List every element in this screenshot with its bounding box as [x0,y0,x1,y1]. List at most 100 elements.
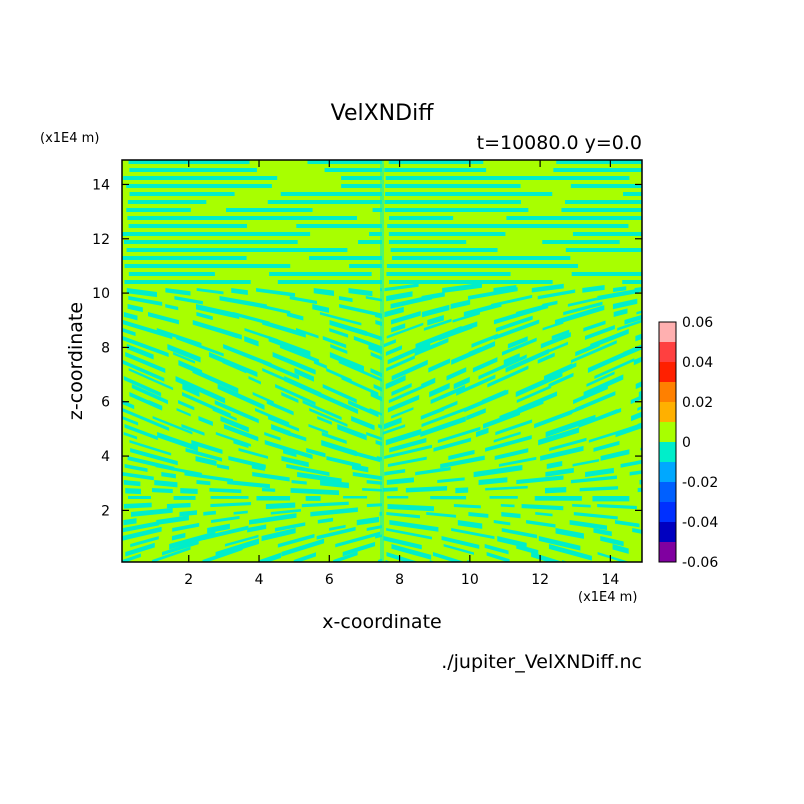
y-axis: 2 4 6 8 10 12 14 [92,177,642,519]
contour-band [313,288,335,296]
contour-band [122,416,139,426]
contour-band [203,510,216,516]
contour-band [516,475,564,485]
contour-band [126,344,154,360]
contour-band [556,160,642,164]
contour-band [382,487,398,492]
contour-band [274,522,306,532]
contour-band [172,522,200,532]
contour-band [294,368,314,382]
contour-band [128,296,163,306]
contour-band [385,176,630,180]
contour-band [247,524,267,533]
contour-band [180,488,198,495]
contour-band [579,486,619,492]
contour-band [463,302,502,317]
contour-band [383,536,422,550]
contour-band [516,544,539,555]
contour-band [386,477,414,485]
contour-band [318,392,359,415]
contour-band [162,540,199,556]
contour-band [223,344,272,368]
contour-band [546,461,563,470]
contour-band [570,475,617,484]
contour-band [358,240,382,244]
contour-band [372,208,382,212]
contour-band [620,459,642,468]
contour-band [389,437,427,453]
contour-band [537,289,576,300]
contour-band [129,192,235,196]
contour-band [192,368,239,394]
contour-band [531,283,564,293]
contour-band [612,544,629,554]
contour-band [195,456,217,466]
contour-band [429,382,450,398]
contour-band [386,552,419,562]
colorbar-swatch [659,422,676,442]
contour-band [433,437,472,452]
center-seam [380,160,384,562]
contour-band [191,440,223,455]
contour-band [219,296,267,309]
contour-band [169,531,216,550]
contour-band [385,375,406,390]
contour-band [388,240,467,244]
contour-band [176,336,224,357]
contour-band [567,297,599,307]
contour-band [212,408,237,421]
contour-band [125,352,166,373]
contour-band [383,417,402,430]
contour-band [387,496,409,499]
contour-band [427,315,444,326]
contour-band [122,408,170,431]
contour-band [453,376,470,390]
contour-band [262,368,286,382]
contour-band [526,520,556,528]
contour-band [565,200,642,204]
contour-band [597,504,637,510]
contour-band [384,283,419,292]
contour-band [131,384,169,405]
contour-band [297,472,342,484]
contour-band [356,516,380,526]
contour-band [335,531,381,548]
colorbar-swatch [659,402,676,422]
contour-band [329,524,346,531]
contour-band [390,248,498,252]
contour-band [233,440,249,449]
contour-band [338,296,353,303]
contour-band [428,358,451,373]
contour-band [384,168,487,172]
contour-band [516,385,552,403]
contour-band [127,304,143,313]
contour-band [543,341,568,355]
contour-band [572,458,600,467]
contour-band [130,448,178,466]
contour-band [123,240,298,244]
contour-band [348,400,379,418]
contour-band [167,344,201,363]
contour-band [321,432,347,444]
contour-band [369,232,382,236]
contour-band [268,416,299,432]
contour-band [329,352,364,372]
contour-band [586,371,615,387]
contour-band [256,288,296,297]
contour-band [390,294,433,309]
contour-band [391,382,412,396]
contour-band [563,301,603,316]
contour-band [549,437,587,452]
contour-band [590,328,629,349]
contour-band [584,325,615,340]
contour-band [317,517,334,524]
contour-band [179,510,197,517]
contour-band [501,512,521,519]
contour-band [252,472,290,482]
contour-band [500,504,515,508]
contour-band [152,416,193,435]
contour-band [124,464,148,472]
y-unit-label: (x1E4 m) [40,131,99,146]
contour-band [130,536,159,548]
contour-band [219,328,237,339]
